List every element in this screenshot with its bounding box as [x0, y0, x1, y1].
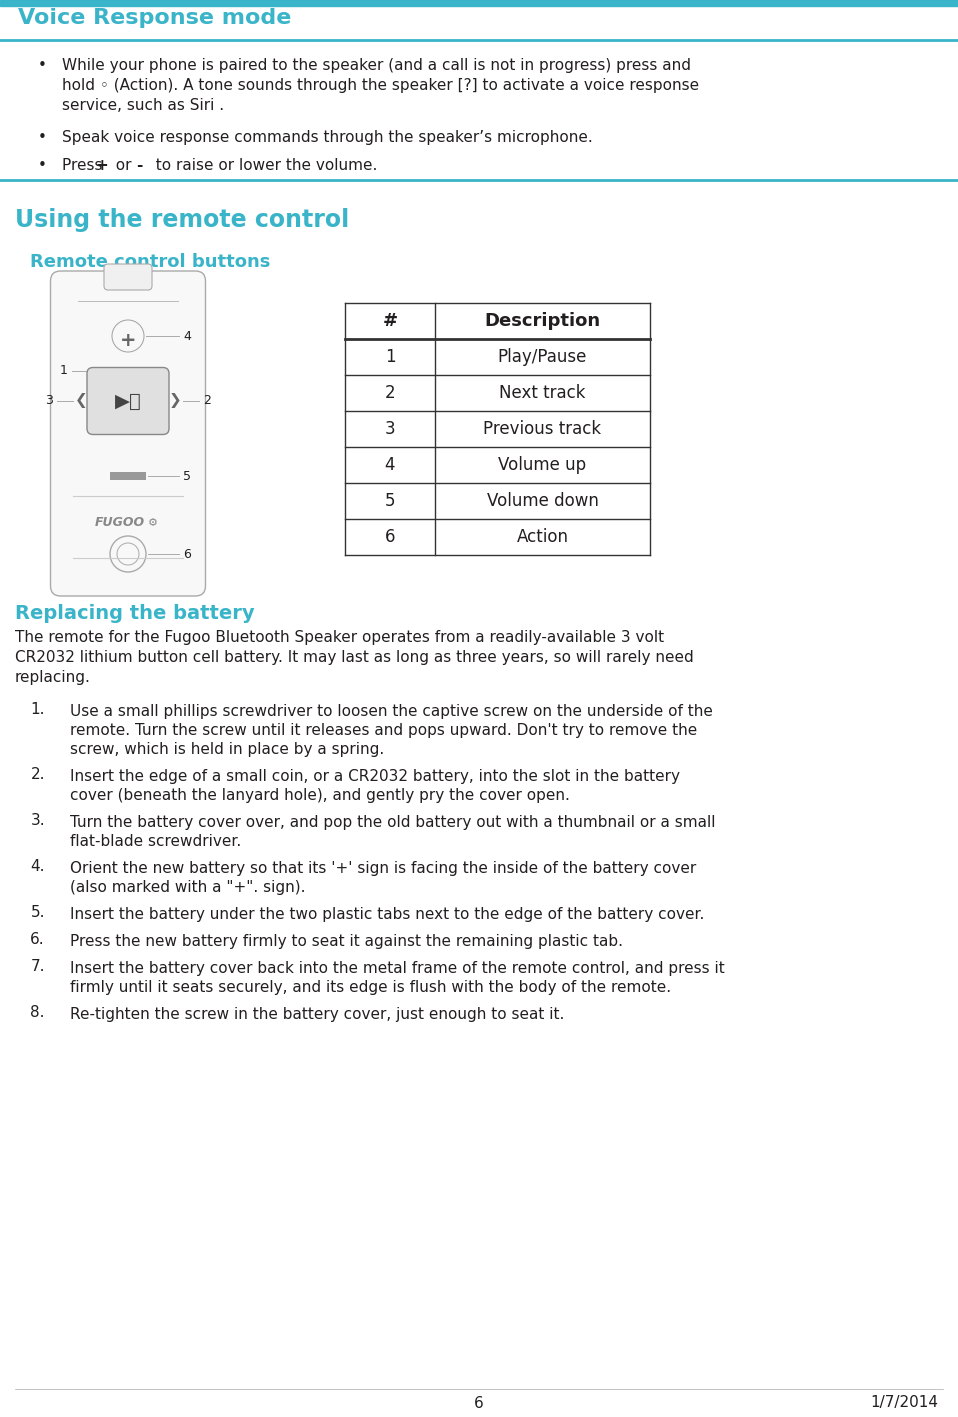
Text: 5: 5 — [385, 492, 396, 510]
Text: 6: 6 — [183, 547, 191, 561]
FancyBboxPatch shape — [87, 367, 169, 435]
Text: 2: 2 — [203, 394, 211, 408]
Text: Remote control buttons: Remote control buttons — [30, 254, 270, 271]
Text: -: - — [136, 159, 143, 173]
Text: •: • — [38, 58, 47, 74]
Text: Using the remote control: Using the remote control — [15, 208, 350, 232]
Text: •: • — [38, 130, 47, 145]
Text: service, such as Siri .: service, such as Siri . — [62, 98, 224, 113]
Text: Orient the new battery so that its '+' sign is facing the inside of the battery : Orient the new battery so that its '+' s… — [70, 862, 696, 876]
Text: Volume down: Volume down — [487, 492, 599, 510]
Text: The remote for the Fugoo Bluetooth Speaker operates from a readily-available 3 v: The remote for the Fugoo Bluetooth Speak… — [15, 631, 664, 645]
Text: screw, which is held in place by a spring.: screw, which is held in place by a sprin… — [70, 743, 384, 757]
Text: Insert the battery under the two plastic tabs next to the edge of the battery co: Insert the battery under the two plastic… — [70, 907, 704, 922]
Text: 3.: 3. — [31, 813, 45, 828]
Text: 4: 4 — [183, 330, 191, 343]
Text: 5: 5 — [183, 469, 191, 483]
Text: 5.: 5. — [31, 905, 45, 920]
Text: to raise or lower the volume.: to raise or lower the volume. — [146, 159, 377, 173]
Bar — [0, 0, 958, 6]
Text: 2: 2 — [385, 384, 396, 402]
Bar — [110, 472, 146, 480]
Text: Press the new battery firmly to seat it against the remaining plastic tab.: Press the new battery firmly to seat it … — [70, 934, 623, 949]
Text: Volume up: Volume up — [498, 456, 586, 475]
Text: flat-blade screwdriver.: flat-blade screwdriver. — [70, 835, 241, 849]
Text: 6.: 6. — [31, 932, 45, 947]
Text: While your phone is paired to the speaker (and a call is not in progress) press : While your phone is paired to the speake… — [62, 58, 691, 74]
Text: 2.: 2. — [31, 767, 45, 782]
Text: replacing.: replacing. — [15, 670, 91, 684]
Text: Insert the edge of a small coin, or a CR2032 battery, into the slot in the batte: Insert the edge of a small coin, or a CR… — [70, 769, 680, 784]
Text: #: # — [382, 312, 398, 330]
Text: •: • — [38, 159, 47, 173]
Text: Replacing the battery: Replacing the battery — [15, 604, 255, 623]
Text: Previous track: Previous track — [484, 419, 602, 438]
Text: ❯: ❯ — [169, 394, 181, 408]
Text: Press: Press — [62, 159, 107, 173]
Text: ▶⏸: ▶⏸ — [115, 391, 142, 411]
Text: Play/Pause: Play/Pause — [498, 349, 587, 366]
Text: (also marked with a "+". sign).: (also marked with a "+". sign). — [70, 880, 306, 896]
Text: FUGOO: FUGOO — [95, 517, 145, 530]
Text: 3: 3 — [385, 419, 396, 438]
Text: or: or — [106, 159, 141, 173]
Text: 1.: 1. — [31, 701, 45, 717]
Text: Description: Description — [485, 312, 601, 330]
Text: 1: 1 — [60, 364, 68, 377]
Text: remote. Turn the screw until it releases and pops upward. Don't try to remove th: remote. Turn the screw until it releases… — [70, 723, 697, 738]
Text: 7.: 7. — [31, 959, 45, 973]
Text: cover (beneath the lanyard hole), and gently pry the cover open.: cover (beneath the lanyard hole), and ge… — [70, 788, 570, 803]
Text: Speak voice response commands through the speaker’s microphone.: Speak voice response commands through th… — [62, 130, 593, 145]
Text: firmly until it seats securely, and its edge is flush with the body of the remot: firmly until it seats securely, and its … — [70, 981, 672, 995]
Text: 6: 6 — [385, 529, 396, 546]
Text: +: + — [95, 159, 107, 173]
Text: 1/7/2014: 1/7/2014 — [870, 1396, 938, 1410]
Text: 3: 3 — [45, 394, 53, 408]
Text: Next track: Next track — [499, 384, 585, 402]
Text: 4.: 4. — [31, 859, 45, 874]
Text: ⚙: ⚙ — [148, 519, 158, 529]
Text: ❮: ❮ — [75, 394, 87, 408]
Text: Use a small phillips screwdriver to loosen the captive screw on the underside of: Use a small phillips screwdriver to loos… — [70, 704, 713, 718]
FancyBboxPatch shape — [104, 264, 152, 290]
Text: +: + — [120, 332, 136, 350]
Text: Action: Action — [516, 529, 568, 546]
Text: hold ◦ (Action). A tone sounds through the speaker [?] to activate a voice respo: hold ◦ (Action). A tone sounds through t… — [62, 78, 699, 94]
Text: Insert the battery cover back into the metal frame of the remote control, and pr: Insert the battery cover back into the m… — [70, 961, 725, 976]
Text: Re-tighten the screw in the battery cover, just enough to seat it.: Re-tighten the screw in the battery cove… — [70, 1007, 564, 1022]
Text: 1: 1 — [385, 349, 396, 366]
FancyBboxPatch shape — [51, 271, 206, 597]
Text: Voice Response mode: Voice Response mode — [18, 9, 291, 28]
Text: 4: 4 — [385, 456, 396, 475]
Text: 6: 6 — [474, 1396, 484, 1410]
Text: CR2032 lithium button cell battery. It may last as long as three years, so will : CR2032 lithium button cell battery. It m… — [15, 650, 694, 665]
Text: 8.: 8. — [31, 1005, 45, 1020]
Text: Turn the battery cover over, and pop the old battery out with a thumbnail or a s: Turn the battery cover over, and pop the… — [70, 815, 716, 830]
